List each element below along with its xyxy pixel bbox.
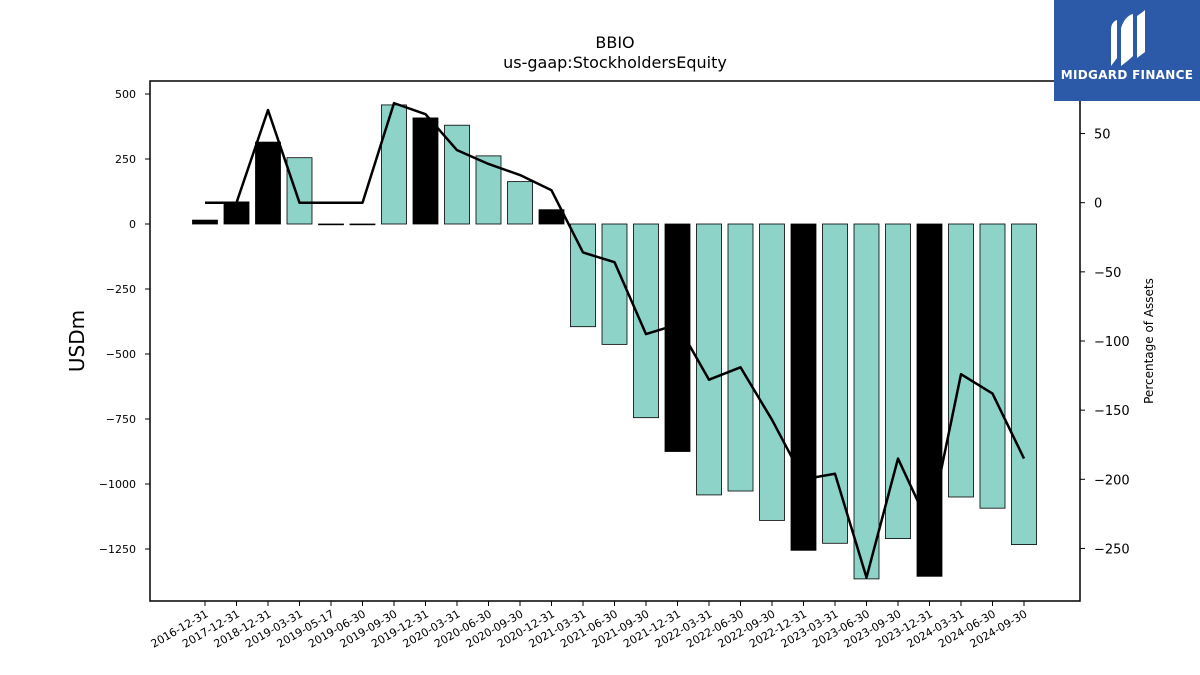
bar-2022-12-31	[790, 223, 817, 551]
bar-2023-12-31	[916, 223, 943, 577]
chart-title: BBIO	[595, 33, 634, 52]
y-tick-label: −750	[106, 413, 136, 426]
bar-2019-06-30	[349, 223, 376, 226]
bar-2020-09-30	[507, 181, 533, 225]
bar-2017-12-31	[223, 201, 250, 225]
y-tick-label: −500	[106, 348, 136, 361]
bar-2018-12-31	[255, 141, 281, 225]
y-tick-label: −250	[106, 283, 136, 296]
bar-2016-12-31	[192, 219, 218, 225]
watermark-brand: MIDGARD FINANCE	[1060, 68, 1194, 82]
bar-2024-06-30	[979, 223, 1006, 509]
bar-2019-03-31	[286, 157, 313, 225]
y-axis-label: USDm	[65, 310, 89, 372]
percentage-line-group	[205, 101, 1026, 579]
chart-subtitle: us-gaap:StockholdersEquity	[503, 53, 727, 72]
y-tick-label: −1000	[99, 478, 136, 491]
bar-2019-12-31	[412, 117, 439, 225]
bar-2022-06-30	[727, 223, 754, 492]
y2-tick-label: −250	[1094, 542, 1130, 557]
bar-2022-03-31	[696, 223, 722, 496]
bar-group	[192, 104, 1037, 580]
bar-2019-05-17	[318, 223, 344, 226]
y2-tick-label: 0	[1094, 197, 1102, 212]
bar-2024-09-30	[1011, 223, 1037, 545]
bar-2022-09-30	[759, 223, 785, 521]
bar-2021-03-31	[570, 223, 596, 328]
y-tick-label: 250	[115, 153, 136, 166]
bar-2024-03-31	[948, 223, 974, 498]
y2-tick-label: 50	[1094, 128, 1111, 143]
y2-tick-label: −150	[1094, 404, 1130, 419]
y2-tick-label: −100	[1094, 335, 1130, 350]
axes-group: 5002500−250−500−750−1000−1250500−50−100−…	[99, 80, 1130, 651]
bar-2019-09-30	[381, 104, 407, 225]
y-tick-label: 0	[129, 218, 136, 231]
y2-tick-label: −50	[1094, 266, 1121, 281]
bar-2020-12-31	[538, 209, 565, 225]
y-tick-label: 500	[115, 88, 136, 101]
watermark-logo: MIDGARD FINANCE	[1054, 0, 1200, 101]
midgard-logo-icon	[1111, 10, 1145, 66]
bar-2023-03-31	[822, 223, 848, 544]
bar-2023-06-30	[853, 223, 880, 580]
y2-tick-label: −200	[1094, 473, 1130, 488]
y-tick-label: −1250	[99, 543, 136, 556]
percentage-of-assets-line	[205, 101, 1026, 579]
bar-2021-09-30	[633, 223, 659, 419]
y2-axis-label: Percentage of Assets	[1142, 278, 1156, 404]
